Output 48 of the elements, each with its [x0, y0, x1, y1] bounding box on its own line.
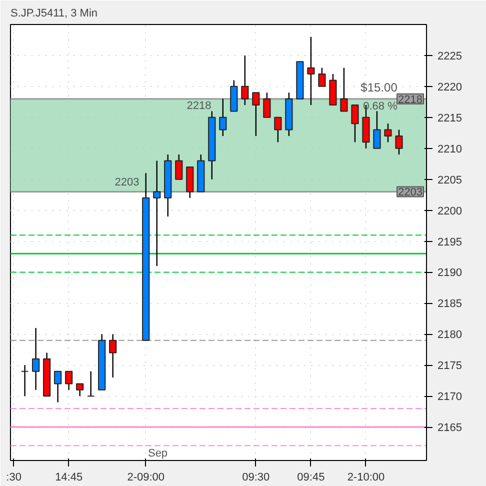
annotation: 2218: [186, 100, 212, 112]
candlestick: [318, 67, 326, 88]
y-tick-label: 2175: [438, 360, 462, 372]
candlestick: [340, 67, 348, 112]
candlestick: [252, 92, 260, 137]
candlestick: [351, 104, 359, 143]
candlestick: [395, 129, 403, 156]
candlestick: [87, 370, 95, 397]
y-tick-label: 2210: [438, 143, 462, 156]
candlestick: [175, 154, 183, 180]
x-tick-label: :30: [6, 472, 22, 484]
x-tick-label: 09:45: [297, 472, 325, 484]
annotation: Sep: [148, 448, 168, 460]
candlestick: [219, 98, 227, 137]
y-tick-label: 2165: [438, 422, 462, 434]
x-tick-label: 14:45: [55, 472, 83, 484]
x-tick-label: 2-09:00: [127, 472, 165, 484]
candlestick: [373, 110, 381, 149]
y-tick-label: 2185: [438, 298, 462, 310]
chart-title: S.JP.J5411, 3 Min: [10, 8, 98, 20]
candlestick: [307, 36, 315, 106]
y-tick-label: 2190: [438, 267, 462, 280]
candlestick: [21, 364, 29, 397]
annotation: 0.68 %: [363, 100, 398, 112]
candlestick: [241, 54, 249, 106]
candlestick: [76, 383, 84, 397]
x-tick-label: 2-10:00: [347, 472, 385, 484]
y-tick-label: 2195: [438, 236, 462, 248]
annotation: 2203: [114, 176, 140, 188]
candlestick: [65, 370, 73, 390]
y-tick-label: 2215: [438, 112, 462, 124]
x-tick-label: 09:30: [242, 472, 270, 484]
y-tick-label: 2200: [438, 205, 462, 218]
annotation: $15.00: [360, 80, 398, 95]
candlestick: [54, 370, 62, 403]
y-tick-label: 2205: [438, 174, 462, 186]
candlestick: [153, 160, 161, 267]
y-tick-label: 2220: [438, 81, 462, 94]
ref-line-label: 2203: [398, 186, 423, 199]
y-tick-label: 2170: [438, 391, 462, 404]
y-tick-label: 2225: [438, 50, 462, 62]
ref-line-label: 2218: [398, 94, 423, 106]
candlestick: [109, 334, 117, 378]
candlestick: [384, 122, 392, 143]
candlestick: [32, 327, 40, 390]
candlestick: [274, 116, 282, 143]
y-tick-label: 2180: [438, 329, 462, 342]
candlestick: [263, 92, 271, 118]
